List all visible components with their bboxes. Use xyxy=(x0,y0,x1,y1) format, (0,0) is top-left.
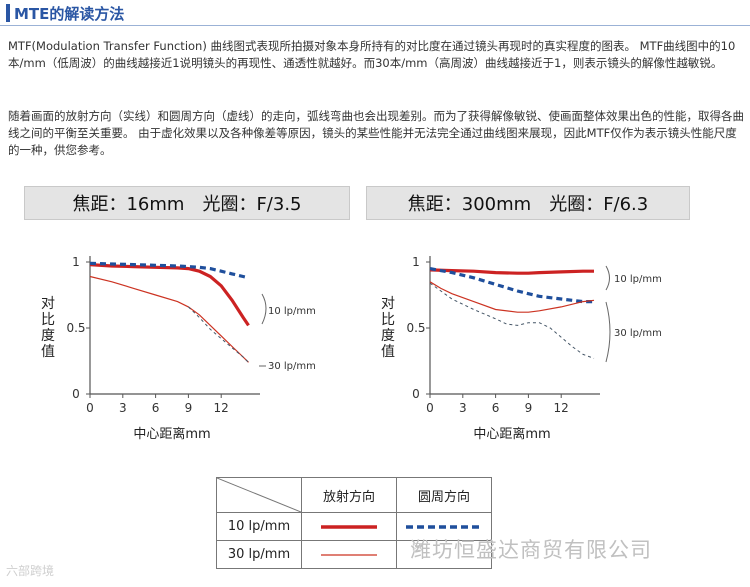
legend-sample-30-dashed xyxy=(396,540,492,569)
series-line xyxy=(429,282,595,359)
explanation-paragraph: 随着画面的放射方向（实线）和圆周方向（虚线）的走向，弧线弯曲也会出现差别。而为了… xyxy=(8,109,744,157)
x-tick-label: 3 xyxy=(119,401,127,415)
y-tick-label: 0 xyxy=(412,387,420,401)
y-axis-label: 值 xyxy=(381,344,395,360)
x-tick-label: 0 xyxy=(426,401,434,415)
header-accent-bar xyxy=(6,4,10,22)
y-axis-label: 度 xyxy=(381,328,395,344)
x-tick-label: 0 xyxy=(86,401,94,415)
x-axis-label: 中心距离mm xyxy=(133,426,210,442)
y-tick-label: 0.5 xyxy=(406,321,425,335)
y-axis-label: 对 xyxy=(381,296,395,312)
y-axis-label: 值 xyxy=(41,344,55,360)
series-line xyxy=(429,268,594,275)
legend-header-meridional: 圆周方向 xyxy=(396,477,492,513)
series-line xyxy=(89,261,249,280)
bracket-10lp xyxy=(261,293,267,325)
y-tick-label: 0 xyxy=(72,387,80,401)
intro-paragraph: MTF(Modulation Transfer Function) 曲线图式表现… xyxy=(8,39,736,70)
annotation-10lp: 10 lp/mm xyxy=(268,306,316,317)
bracket-10lp xyxy=(605,265,610,291)
logo-watermark: 六部跨境 xyxy=(6,564,55,578)
legend-header-sagittal: 放射方向 xyxy=(301,477,397,513)
annotation-30lp: 30 lp/mm xyxy=(268,361,316,372)
legend-row-label: 10 lp/mm xyxy=(216,512,302,541)
legend-sample-10-solid xyxy=(301,512,397,541)
x-tick-label: 12 xyxy=(214,401,229,415)
chart-1-title: 焦距：16mm 光圈：F/3.5 xyxy=(24,186,350,220)
series-line xyxy=(188,306,249,363)
section-header: MTE的解读方法 xyxy=(0,0,750,26)
chart-2-title: 焦距：300mm 光圈：F/6.3 xyxy=(366,186,690,220)
x-tick-label: 9 xyxy=(525,401,533,415)
x-axis-label: 中心距离mm xyxy=(473,426,550,442)
x-tick-label: 3 xyxy=(459,401,467,415)
header-divider xyxy=(0,25,750,26)
annotation-30lp: 30 lp/mm xyxy=(614,328,662,339)
y-axis-label: 度 xyxy=(41,328,55,344)
watermark-company: 潍坊恒盛达商贸有限公司 xyxy=(410,538,652,562)
series-line xyxy=(429,281,595,313)
wechat-icon: ✉ xyxy=(412,540,424,556)
mtf-legend-table: 放射方向 圆周方向 10 lp/mm 30 lp/mm xyxy=(216,477,492,569)
annotation-10lp: 10 lp/mm xyxy=(614,274,662,285)
y-axis-label: 对 xyxy=(41,296,55,312)
x-tick-label: 6 xyxy=(492,401,500,415)
x-tick-label: 9 xyxy=(185,401,193,415)
legend-row-label: 30 lp/mm xyxy=(216,540,302,569)
legend-diagonal xyxy=(217,478,301,512)
x-tick-label: 6 xyxy=(152,401,160,415)
section-title: MTE的解读方法 xyxy=(14,5,125,23)
y-tick-label: 1 xyxy=(72,255,80,269)
y-tick-label: 1 xyxy=(412,255,420,269)
y-tick-label: 0.5 xyxy=(66,321,85,335)
series-line xyxy=(429,267,594,304)
x-tick-label: 12 xyxy=(554,401,569,415)
legend-sample-10-dashed xyxy=(396,512,492,541)
legend-corner-cell xyxy=(216,477,302,513)
legend-sample-30-solid xyxy=(301,540,397,569)
series-line xyxy=(89,263,250,327)
bracket-30lp xyxy=(605,301,611,363)
y-axis-label: 比 xyxy=(381,312,395,328)
series-line xyxy=(89,275,249,363)
y-axis-label: 比 xyxy=(41,312,55,328)
